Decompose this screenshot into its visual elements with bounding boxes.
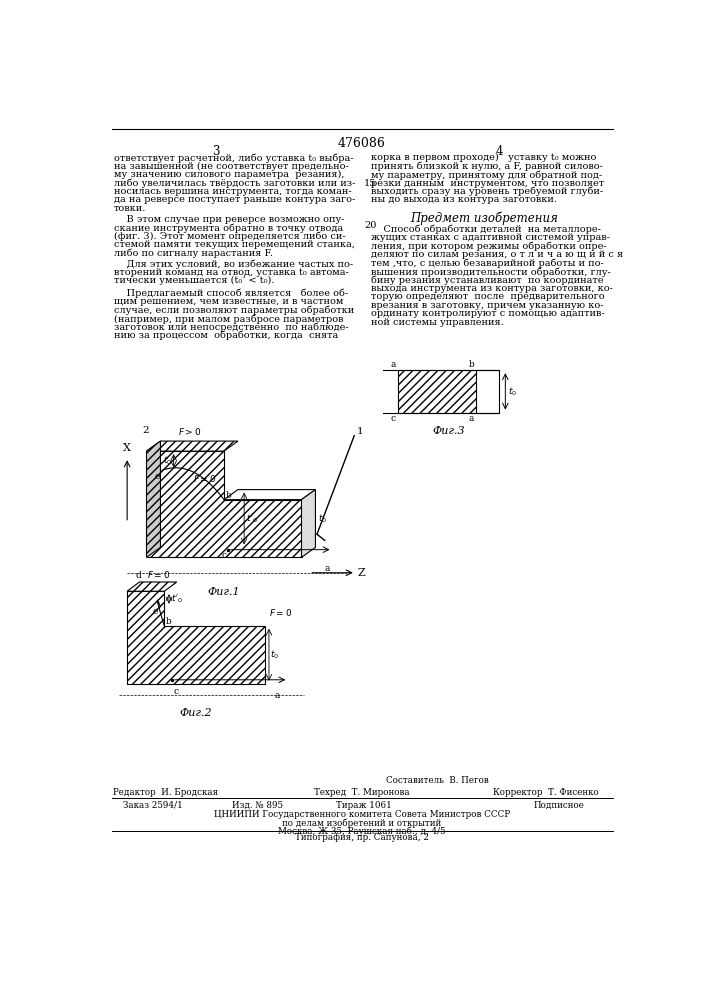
Text: a: a bbox=[391, 360, 396, 369]
Text: на завышенной (не соответствует предельно-: на завышенной (не соответствует предельн… bbox=[114, 162, 349, 171]
Text: ны до выхода из контура заготовки.: ны до выхода из контура заготовки. bbox=[371, 195, 557, 204]
Text: Корректор  Т. Фисенко: Корректор Т. Фисенко bbox=[493, 788, 599, 797]
Text: a: a bbox=[274, 691, 279, 700]
Text: 1: 1 bbox=[356, 427, 363, 436]
Text: либо увеличилась твёрдость заготовки или из-: либо увеличилась твёрдость заготовки или… bbox=[114, 179, 356, 188]
Text: вышения производительности обработки, глу-: вышения производительности обработки, гл… bbox=[371, 267, 611, 277]
Text: a: a bbox=[325, 564, 330, 573]
Text: $t_0$: $t_0$ bbox=[508, 385, 517, 398]
Text: 15: 15 bbox=[364, 179, 377, 188]
Text: вторений команд на отвод, уставка t₀ автома-: вторений команд на отвод, уставка t₀ авт… bbox=[114, 268, 349, 277]
Text: $F=0$: $F=0$ bbox=[147, 569, 170, 580]
Text: Москва, Ж-35, Раушская наб., д. 4/5: Москва, Ж-35, Раушская наб., д. 4/5 bbox=[278, 827, 445, 836]
Text: Предлагаемый способ является   более об-: Предлагаемый способ является более об- bbox=[114, 289, 348, 298]
Text: b: b bbox=[469, 360, 474, 369]
Text: либо по сигналу нарастания F.: либо по сигналу нарастания F. bbox=[114, 249, 273, 258]
Text: b: b bbox=[226, 491, 231, 500]
Text: Заказ 2594/1: Заказ 2594/1 bbox=[123, 801, 183, 810]
Text: 476086: 476086 bbox=[338, 137, 386, 150]
Text: скание инструмента обратно в точку отвода: скание инструмента обратно в точку отвод… bbox=[114, 223, 343, 233]
Text: Предмет изобретения: Предмет изобретения bbox=[409, 212, 558, 225]
Text: принять близкой к нулю, а F, равной силово-: принять близкой к нулю, а F, равной сило… bbox=[371, 162, 603, 171]
Text: нию за процессом  обработки, когда  снята: нию за процессом обработки, когда снята bbox=[114, 331, 338, 340]
Text: Фиг.2: Фиг.2 bbox=[180, 708, 212, 718]
Text: ответствует расчетной, либо уставка t₀ выбра-: ответствует расчетной, либо уставка t₀ в… bbox=[114, 153, 354, 163]
Text: X: X bbox=[123, 443, 131, 453]
Text: Составитель  В. Пегов: Составитель В. Пегов bbox=[386, 776, 489, 785]
Text: d: d bbox=[136, 571, 141, 580]
Text: да на реверсе поступает раньше контура заго-: да на реверсе поступает раньше контура з… bbox=[114, 195, 355, 204]
Text: 4: 4 bbox=[496, 145, 503, 158]
Text: заготовок или непосредственно  по наблюде-: заготовок или непосредственно по наблюде… bbox=[114, 323, 349, 332]
Text: ления, при котором режимы обработки опре-: ления, при котором режимы обработки опре… bbox=[371, 242, 607, 251]
Text: тем ,что, с целью безаварийной работы и по-: тем ,что, с целью безаварийной работы и … bbox=[371, 259, 604, 268]
Polygon shape bbox=[127, 591, 265, 684]
Text: Для этих условий, во избежание частых по-: Для этих условий, во избежание частых по… bbox=[114, 259, 353, 269]
Text: c: c bbox=[391, 414, 396, 423]
Text: корка в первом проходе)   уставку t₀ можно: корка в первом проходе) уставку t₀ можно bbox=[371, 153, 597, 162]
Text: Способ обработки деталей  на металлоре-: Способ обработки деталей на металлоре- bbox=[371, 225, 601, 234]
Text: щим решением, чем известные, и в частном: щим решением, чем известные, и в частном bbox=[114, 297, 344, 306]
Text: Подписное: Подписное bbox=[534, 801, 585, 810]
Text: 3: 3 bbox=[213, 145, 220, 158]
Text: (например, при малом разбросе параметров: (например, при малом разбросе параметров bbox=[114, 314, 344, 324]
Text: 2: 2 bbox=[143, 426, 149, 435]
Polygon shape bbox=[146, 451, 301, 557]
Text: жущих станках с адаптивной системой управ-: жущих станках с адаптивной системой упра… bbox=[371, 233, 610, 242]
Text: товки.: товки. bbox=[114, 204, 146, 213]
Text: тически уменьшается (t₀ʼ < t₀).: тически уменьшается (t₀ʼ < t₀). bbox=[114, 276, 274, 285]
Text: b: b bbox=[166, 617, 172, 626]
Text: выхода инструмента из контура заготовки, ко-: выхода инструмента из контура заготовки,… bbox=[371, 284, 613, 293]
Text: ЦНИИПИ Государственного комитета Совета Министров СССР: ЦНИИПИ Государственного комитета Совета … bbox=[214, 810, 510, 819]
Text: e: e bbox=[154, 472, 160, 481]
Text: Тираж 1061: Тираж 1061 bbox=[337, 801, 392, 810]
Text: $t_0$: $t_0$ bbox=[271, 649, 280, 661]
Text: му значению силового параметра  резания),: му значению силового параметра резания), bbox=[114, 170, 344, 179]
Polygon shape bbox=[301, 490, 315, 557]
Text: Типография, пр. Сапунова, 2: Типография, пр. Сапунова, 2 bbox=[295, 833, 429, 842]
Text: деляют по силам резания, о т л и ч а ю щ и й с я: деляют по силам резания, о т л и ч а ю щ… bbox=[371, 250, 624, 259]
Text: му параметру, принятому для обратной под-: му параметру, принятому для обратной под… bbox=[371, 170, 602, 180]
Text: ординату контролируют с помощью адаптив-: ординату контролируют с помощью адаптив- bbox=[371, 309, 605, 318]
Text: Z: Z bbox=[357, 568, 365, 578]
Text: $t'_0$: $t'_0$ bbox=[170, 593, 182, 605]
Text: $F>0$: $F>0$ bbox=[177, 426, 201, 437]
Text: резки данным  инструментом, что позволяет: резки данным инструментом, что позволяет bbox=[371, 179, 604, 188]
Text: врезания в заготовку, причем указанную ко-: врезания в заготовку, причем указанную к… bbox=[371, 301, 604, 310]
Polygon shape bbox=[398, 370, 499, 413]
Text: бину резания устанавливают  по координате: бину резания устанавливают по координате bbox=[371, 276, 604, 285]
Text: стемой памяти текущих перемещений станка,: стемой памяти текущих перемещений станка… bbox=[114, 240, 355, 249]
Text: по делам изобретений и открытий: по делам изобретений и открытий bbox=[282, 818, 442, 828]
Text: $t'_0$: $t'_0$ bbox=[246, 512, 257, 525]
Text: e: e bbox=[153, 607, 158, 616]
Text: Изд. № 895: Изд. № 895 bbox=[232, 801, 283, 810]
Text: c: c bbox=[222, 551, 227, 560]
Text: Фиг.1: Фиг.1 bbox=[208, 587, 240, 597]
Text: $t_0$: $t_0$ bbox=[163, 454, 172, 467]
Text: Редактор  И. Бродская: Редактор И. Бродская bbox=[113, 788, 218, 797]
Text: $F=0$: $F=0$ bbox=[193, 473, 216, 484]
Text: торую определяют  после  предварительного: торую определяют после предварительного bbox=[371, 292, 605, 301]
Text: выходить сразу на уровень требуемой глуби-: выходить сразу на уровень требуемой глуб… bbox=[371, 187, 603, 196]
Text: (фиг. 3). Этот момент определяется либо си-: (фиг. 3). Этот момент определяется либо … bbox=[114, 232, 346, 241]
Text: Техред  Т. Миронова: Техред Т. Миронова bbox=[314, 788, 410, 797]
Text: ной системы управления.: ной системы управления. bbox=[371, 318, 504, 327]
Text: a: a bbox=[469, 414, 474, 423]
Text: $t_0$: $t_0$ bbox=[317, 512, 327, 525]
Text: 20: 20 bbox=[364, 221, 377, 230]
Polygon shape bbox=[127, 582, 177, 591]
Text: c: c bbox=[174, 687, 179, 696]
Text: случае, если позволяют параметры обработки: случае, если позволяют параметры обработ… bbox=[114, 306, 354, 315]
Text: В этом случае при реверсе возможно опу-: В этом случае при реверсе возможно опу- bbox=[114, 215, 344, 224]
Text: носилась вершина инструмента, тогда коман-: носилась вершина инструмента, тогда кома… bbox=[114, 187, 351, 196]
Polygon shape bbox=[224, 490, 315, 500]
Polygon shape bbox=[146, 441, 238, 451]
Polygon shape bbox=[146, 441, 160, 557]
Text: $F=0$: $F=0$ bbox=[269, 607, 292, 618]
Text: Фиг.3: Фиг.3 bbox=[433, 426, 465, 436]
